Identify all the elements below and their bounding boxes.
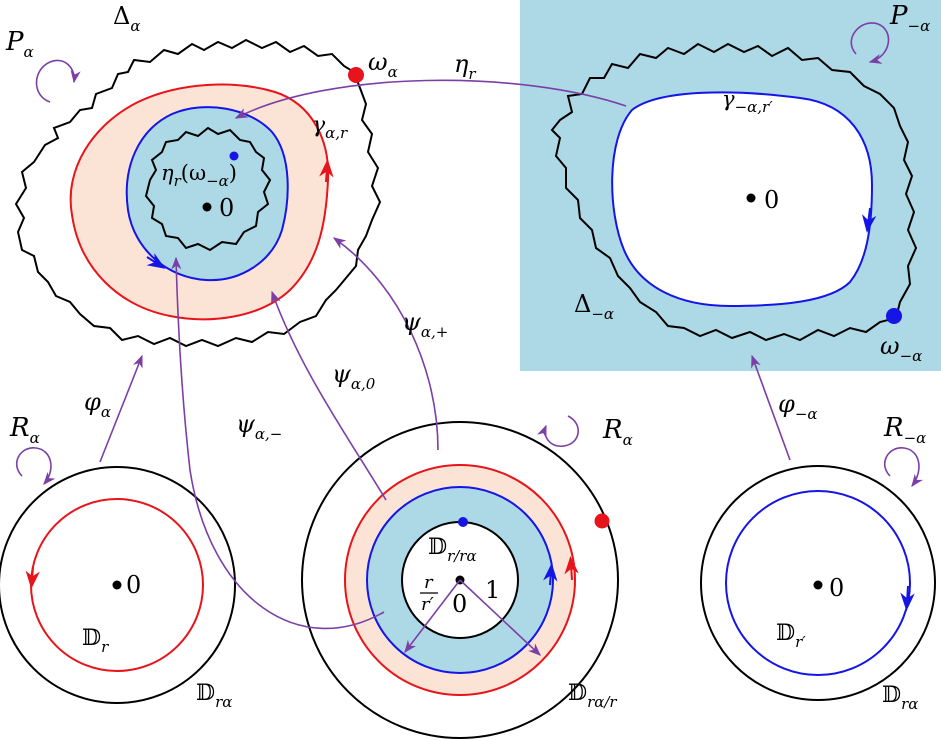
gamma-minus-alpha-curve xyxy=(611,91,874,308)
label-Delta-alpha: Δα xyxy=(113,2,140,35)
omega-alpha-point xyxy=(348,67,364,83)
blue-point-top-left xyxy=(229,151,239,161)
label-zero-mid: 0 xyxy=(452,590,467,618)
rotation-arrow-R-alpha-mid xyxy=(536,415,579,447)
label-zero-bottom-right: 0 xyxy=(829,574,844,602)
label-phi-alpha: φα xyxy=(84,388,111,421)
label-phi-minus-alpha: φ−α xyxy=(778,390,818,423)
disk-r-prime-right xyxy=(725,490,911,676)
label-R-alpha-mid: Rα xyxy=(602,415,633,449)
label-frac-den: r′ xyxy=(421,594,434,615)
red-circle-arrow-left xyxy=(25,566,40,589)
label-omega-alpha: ωα xyxy=(368,48,398,81)
label-D-r-alpha-over-r: 𝔻rα/r xyxy=(568,681,617,711)
red-curve-arrow xyxy=(319,159,334,183)
label-gamma-minus-alpha: γ−α,r′ xyxy=(722,87,773,116)
origin-dot-top-right xyxy=(746,193,756,203)
phi-minus-alpha-arrow xyxy=(751,354,791,461)
label-D-r-alpha-left: 𝔻rα xyxy=(196,681,232,711)
label-zero-bottom-left: 0 xyxy=(126,571,141,599)
label-zero-top-left: 0 xyxy=(219,194,234,222)
label-D-r-over-r-alpha: 𝔻r/rα xyxy=(428,535,477,565)
psi-zero-arrow xyxy=(271,290,387,501)
label-Delta-minus-alpha: Δ−α xyxy=(574,290,614,323)
rotation-arrow-R-alpha-left xyxy=(16,447,56,485)
eta-r-arrow xyxy=(234,79,627,119)
label-psi-plus: ψα,+ xyxy=(402,308,448,341)
label-eta-r-omega: ηr(ω−α) xyxy=(161,161,237,190)
label-P-alpha: Pα xyxy=(5,27,34,61)
radius-arrow-one xyxy=(459,579,541,656)
blue-circle-arrow-right xyxy=(900,585,915,611)
label-omega-minus-alpha: ω−α xyxy=(880,332,922,365)
label-D-r-prime: 𝔻r′ xyxy=(776,621,806,651)
blue-point-mid xyxy=(458,517,468,527)
eta-r-omega-boundary xyxy=(144,126,272,252)
psi-minus-arrow xyxy=(171,256,385,630)
origin-dot-bottom-right xyxy=(813,580,823,590)
red-point-mid xyxy=(594,513,610,529)
label-zero-top-right: 0 xyxy=(764,186,779,214)
label-frac-num: r xyxy=(424,572,434,593)
origin-dot-bottom-left xyxy=(112,580,122,590)
red-circle-arrow-mid xyxy=(564,556,579,581)
label-psi-minus: ψα,− xyxy=(236,410,282,443)
rotation-arrow-P-minus-alpha xyxy=(850,22,890,64)
rotation-arrow-P-alpha xyxy=(35,59,81,103)
blue-circle-arrow-mid xyxy=(543,563,558,586)
omega-minus-alpha-point xyxy=(886,308,902,324)
label-eta-r: ηr xyxy=(454,50,476,83)
label-R-alpha-left: Rα xyxy=(9,413,40,447)
psi-plus-arrow xyxy=(332,237,439,451)
phi-alpha-arrow xyxy=(99,354,143,463)
blue-curve-arrow-top-right xyxy=(861,207,877,233)
radius-arrow-r-over-r-prime xyxy=(404,579,461,654)
label-R-minus-alpha: R−α xyxy=(883,413,926,447)
label-psi-zero: ψα,0 xyxy=(332,360,376,393)
label-one-mid: 1 xyxy=(485,576,500,604)
label-D-r: 𝔻r xyxy=(82,626,109,656)
label-D-r-alpha-right: 𝔻rα xyxy=(882,683,918,713)
rotation-arrow-R-minus-alpha xyxy=(884,447,924,488)
label-gamma-alpha-r: γα,r xyxy=(312,113,348,142)
blue-curve-arrow-top-left xyxy=(146,253,166,269)
origin-dot-top-left xyxy=(202,202,212,212)
label-P-minus-alpha: P−α xyxy=(889,1,930,35)
